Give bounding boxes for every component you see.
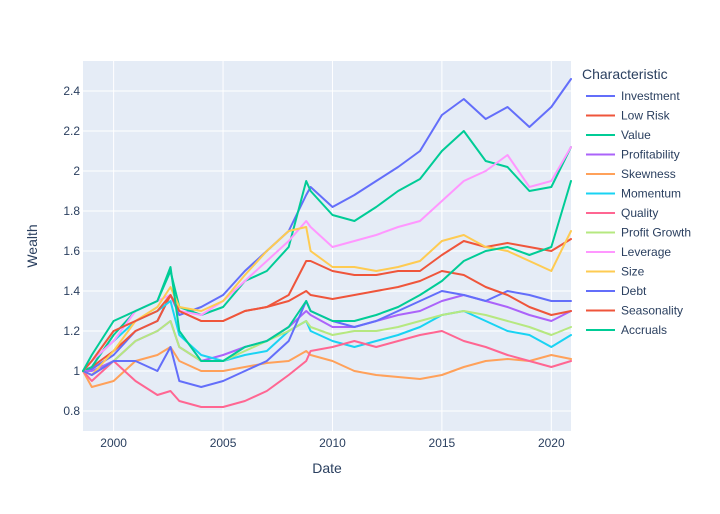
legend-label: Accruals — [621, 323, 667, 337]
series-line-skewness — [82, 346, 572, 388]
x-axis: 2000 2005 2010 2015 2020 — [100, 436, 565, 450]
plot-area — [83, 61, 571, 431]
y-tick-label: 1.8 — [63, 204, 80, 218]
legend-item-size[interactable]: Size — [586, 265, 645, 279]
legend-label: Value — [621, 128, 651, 142]
x-axis-title: Date — [312, 460, 342, 476]
y-tick-label: 1.4 — [63, 284, 80, 298]
legend-label: Size — [621, 265, 645, 279]
x-tick-label: 2000 — [100, 436, 127, 450]
legend-item-seasonality[interactable]: Seasonality — [586, 304, 683, 318]
legend-label: Investment — [621, 89, 680, 103]
legend-label: Profit Growth — [621, 226, 691, 240]
y-tick-label: 1.2 — [63, 324, 80, 338]
legend-item-skewness[interactable]: Skewness — [586, 167, 676, 181]
legend-label: Low Risk — [621, 109, 671, 123]
legend-label: Leverage — [621, 245, 671, 259]
x-tick-label: 2020 — [538, 436, 565, 450]
legend-title: Characteristic — [582, 66, 668, 82]
legend-item-value[interactable]: Value — [586, 128, 651, 142]
legend-label: Momentum — [621, 187, 681, 201]
legend-item-debt[interactable]: Debt — [586, 284, 647, 298]
series-line-seasonality — [82, 270, 572, 372]
legend-item-low-risk[interactable]: Low Risk — [586, 109, 671, 123]
x-tick-label: 2005 — [210, 436, 237, 450]
series-group — [82, 78, 572, 408]
legend-item-quality[interactable]: Quality — [586, 206, 658, 220]
series-line-quality — [82, 330, 572, 408]
y-tick-label: 0.8 — [63, 404, 80, 418]
series-line-leverage — [82, 146, 572, 372]
legend-item-leverage[interactable]: Leverage — [586, 245, 671, 259]
legend[interactable]: Characteristic Investment Low Risk Value Pr… — [582, 66, 691, 337]
y-tick-label: 2.2 — [63, 124, 80, 138]
legend-label: Debt — [621, 284, 647, 298]
legend-label: Profitability — [621, 148, 680, 162]
legend-label: Seasonality — [621, 304, 683, 318]
legend-item-profit-growth[interactable]: Profit Growth — [586, 226, 691, 240]
y-axis: 0.8 1 1.2 1.4 1.6 1.8 2 2.2 2.4 — [63, 84, 80, 418]
series-line-accruals — [82, 180, 572, 372]
series-line-profit-growth — [82, 310, 572, 376]
x-tick-label: 2015 — [429, 436, 456, 450]
x-tick-label: 2010 — [319, 436, 346, 450]
legend-item-profitability[interactable]: Profitability — [586, 148, 680, 162]
y-tick-label: 1.6 — [63, 244, 80, 258]
legend-label: Skewness — [621, 167, 676, 181]
legend-item-momentum[interactable]: Momentum — [586, 187, 681, 201]
y-tick-label: 1 — [73, 364, 80, 378]
y-tick-label: 2 — [73, 164, 80, 178]
y-axis-title: Wealth — [24, 224, 40, 267]
legend-label: Quality — [621, 206, 658, 220]
y-tick-label: 2.4 — [63, 84, 80, 98]
legend-item-accruals[interactable]: Accruals — [586, 323, 667, 337]
legend-item-investment[interactable]: Investment — [586, 89, 680, 103]
series-line-size — [82, 226, 572, 376]
